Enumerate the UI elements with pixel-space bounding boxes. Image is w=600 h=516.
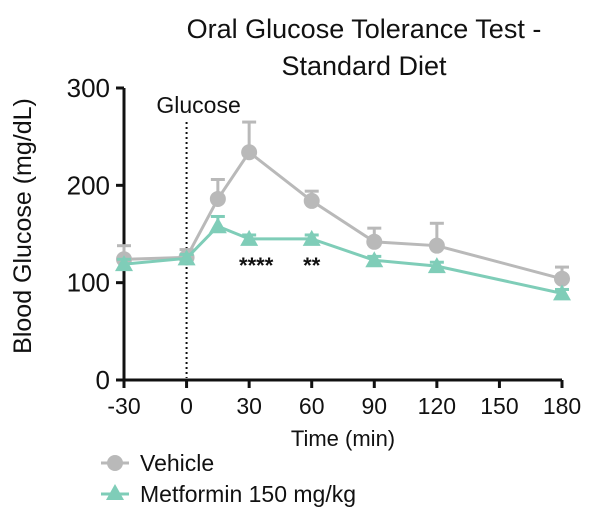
legend-metformin-marker	[106, 484, 124, 500]
x-tick-label-0: 0	[180, 393, 193, 419]
series-vehicle	[116, 120, 570, 287]
x-tick-label-150: 150	[480, 393, 518, 419]
data-point-0-7	[554, 270, 570, 287]
data-point-1-3	[240, 229, 259, 246]
legend-vehicle-marker	[107, 455, 123, 471]
data-point-0-3	[241, 144, 258, 161]
data-point-1-4	[302, 229, 321, 246]
data-point-1-2	[208, 217, 227, 234]
x-tick-label-30: 30	[236, 393, 262, 419]
chart-title: Oral Glucose Tolerance Test - Standard D…	[187, 14, 542, 81]
chart-title-line-1: Oral Glucose Tolerance Test -	[187, 14, 542, 44]
data-point-0-4	[303, 192, 320, 209]
glucose-label: Glucose	[156, 92, 240, 118]
data-point-1-6	[427, 257, 446, 274]
legend-item-metformin: Metformin 150 mg/kg	[101, 481, 356, 507]
x-tick-label-120: 120	[418, 393, 456, 419]
series-layer	[115, 120, 571, 301]
y-tick-label-200: 200	[67, 170, 110, 200]
data-point-1-7	[553, 284, 571, 301]
significance-mark-60min: **	[303, 253, 321, 278]
y-ticks: 0 100 200 300	[67, 73, 124, 395]
legend-metformin-label: Metformin 150 mg/kg	[140, 481, 356, 507]
data-point-1-5	[365, 251, 384, 268]
significance-mark-30min: ****	[239, 253, 274, 278]
y-axis-label: Blood Glucose (mg/dL)	[9, 98, 37, 354]
data-point-1-1	[177, 249, 196, 266]
x-tick-label-180: 180	[543, 393, 581, 419]
legend: Vehicle Metformin 150 mg/kg	[101, 450, 356, 507]
series-metformin	[115, 214, 571, 301]
legend-vehicle-label: Vehicle	[140, 450, 214, 476]
data-point-0-2	[209, 190, 226, 207]
legend-item-vehicle: Vehicle	[101, 450, 214, 476]
x-tick-label--30: -30	[107, 393, 140, 419]
data-point-1-0	[115, 255, 133, 272]
y-tick-label-0: 0	[96, 365, 110, 395]
y-tick-label-300: 300	[67, 73, 110, 103]
series-line-0	[123, 150, 563, 281]
x-tick-label-60: 60	[299, 393, 325, 419]
data-point-0-6	[428, 237, 445, 254]
glucose-annotation: Glucose	[156, 92, 241, 378]
data-point-0-5	[366, 233, 383, 250]
x-axis-label: Time (min)	[291, 426, 395, 451]
y-tick-label-100: 100	[67, 268, 110, 298]
x-ticks: -30 0 30 60 90 120 150 180	[107, 380, 581, 419]
chart-title-line-2: Standard Diet	[281, 51, 447, 81]
x-tick-label-90: 90	[361, 393, 387, 419]
